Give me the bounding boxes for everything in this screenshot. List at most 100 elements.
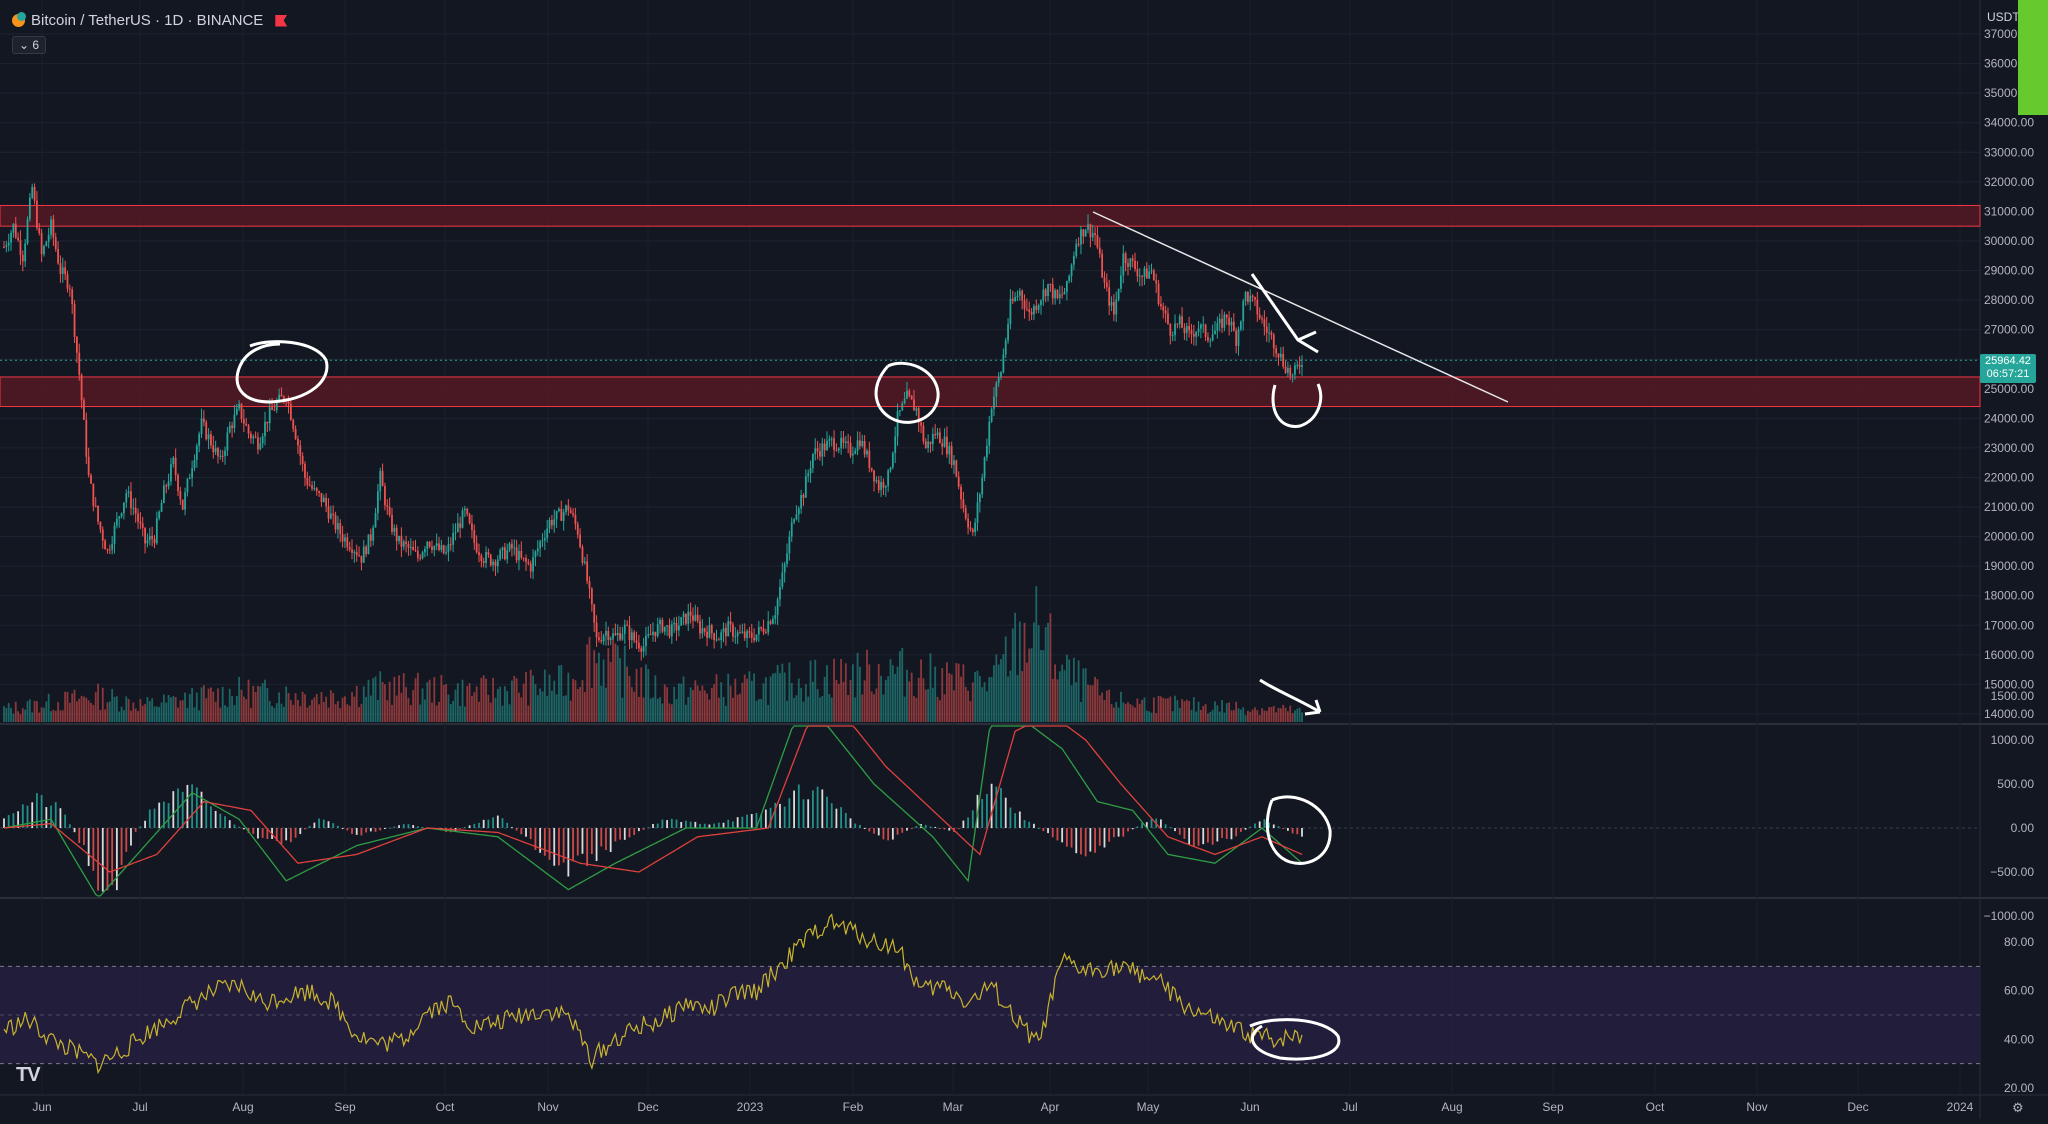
volume-bar [579, 687, 582, 722]
volume-bar [927, 689, 930, 722]
volume-bar [1190, 709, 1193, 722]
candle-body [297, 438, 299, 446]
volume-bar [327, 707, 330, 722]
candle-body [28, 197, 31, 220]
volume-bar [139, 698, 142, 722]
volume-bar [863, 680, 866, 722]
volume-bar [191, 687, 194, 722]
symbol-title[interactable]: Bitcoin / TetherUS · 1D · BINANCE [31, 12, 264, 29]
candle-body [240, 403, 243, 420]
macd-circle-drawing [1265, 795, 1332, 865]
volume-bar [61, 710, 64, 722]
candle-body [43, 246, 45, 255]
volume-bar [518, 692, 520, 722]
candle-body [482, 560, 485, 563]
candle-body [261, 436, 264, 444]
candle-body [717, 639, 720, 641]
candle-body [1282, 353, 1285, 367]
candle-body [393, 527, 396, 532]
macd-histogram-bar [1150, 818, 1153, 828]
price-tick-label: 22000.00 [1984, 470, 2034, 484]
flag-icon[interactable] [275, 14, 288, 27]
time-tick-label: Jun [32, 1100, 51, 1114]
volume-bar [948, 673, 951, 722]
macd-histogram-bar [647, 827, 650, 829]
candle-body [522, 557, 525, 559]
volume-bar [1225, 703, 1228, 722]
candle-body [398, 535, 400, 542]
candle-body [80, 374, 83, 401]
volume-bar [955, 663, 958, 722]
volume-bar [242, 696, 245, 722]
volume-bar [1282, 704, 1285, 722]
macd-histogram-bar [478, 822, 480, 828]
volume-bar [414, 678, 417, 722]
candle-body [1218, 318, 1221, 324]
candle-body [332, 513, 335, 515]
candle-body [929, 441, 932, 445]
rsi-tick-label: 60.00 [2004, 984, 2034, 998]
candle-body [757, 627, 760, 635]
drawings[interactable] [235, 211, 1509, 1061]
volume-bar [1221, 700, 1223, 722]
candle-body [666, 625, 669, 627]
candle-body [68, 288, 71, 290]
macd-histogram-bar [1197, 828, 1200, 846]
volume-bar [398, 675, 400, 722]
symbol-header[interactable]: Bitcoin / TetherUS · 1D · BINANCE [12, 12, 288, 29]
candle-body [210, 434, 212, 446]
candle-body [318, 491, 320, 493]
volume-bar [487, 694, 490, 722]
volume-bar [1047, 622, 1049, 722]
candle-body [750, 632, 753, 638]
volume-bar [953, 690, 955, 722]
volume-bar [1127, 702, 1129, 722]
tradingview-logo[interactable]: TV [16, 1064, 41, 1086]
axes: 37000.0036000.0035000.0034000.0033000.00… [32, 27, 2034, 1115]
macd-histogram-bar [1169, 827, 1172, 829]
candle-body [800, 495, 803, 509]
macd-histogram-bar [957, 828, 960, 829]
volume-bar [379, 671, 382, 722]
indicators-toggle-button[interactable]: ⌄ 6 [12, 36, 47, 54]
candle-body [195, 445, 198, 461]
candle-body [1009, 298, 1012, 324]
macd-histogram-bar [1221, 828, 1223, 838]
volume-bar [915, 697, 918, 722]
candle-body [278, 394, 281, 402]
candle-body [934, 434, 937, 436]
macd-histogram-bar [228, 820, 231, 828]
candle-body [132, 507, 135, 509]
volume-bar [108, 701, 111, 722]
volume-bar [790, 683, 793, 722]
macd-histogram-bar [1244, 828, 1247, 830]
volume-bar [802, 701, 805, 722]
macd-histogram-bar [783, 806, 786, 828]
volume-bar [527, 705, 530, 722]
macd-histogram-bar [779, 803, 781, 828]
candle-body [1232, 321, 1235, 331]
volume-bar [560, 665, 563, 722]
candle-body [1197, 328, 1200, 333]
volume-bar [506, 690, 509, 722]
macd-histogram-bar [1047, 828, 1049, 834]
volume-bar [280, 703, 283, 722]
volume-bar [635, 668, 638, 722]
volume-bar [680, 683, 683, 722]
candle-body [1176, 323, 1179, 325]
candle-body [217, 448, 219, 457]
candle-body [473, 530, 476, 543]
settings-icon[interactable]: ⚙ [2012, 1100, 2024, 1115]
volume-bar [1239, 709, 1242, 722]
candle-body [365, 546, 368, 555]
volume-bar [1270, 707, 1273, 722]
macd-histogram-bar [722, 822, 725, 828]
volume-bar [1138, 703, 1141, 722]
volume-bar [1294, 710, 1296, 722]
macd-histogram-bar [162, 801, 165, 828]
volume-bar [706, 693, 708, 722]
macd-histogram-bar [134, 828, 137, 832]
macd-histogram-bar [101, 828, 104, 892]
